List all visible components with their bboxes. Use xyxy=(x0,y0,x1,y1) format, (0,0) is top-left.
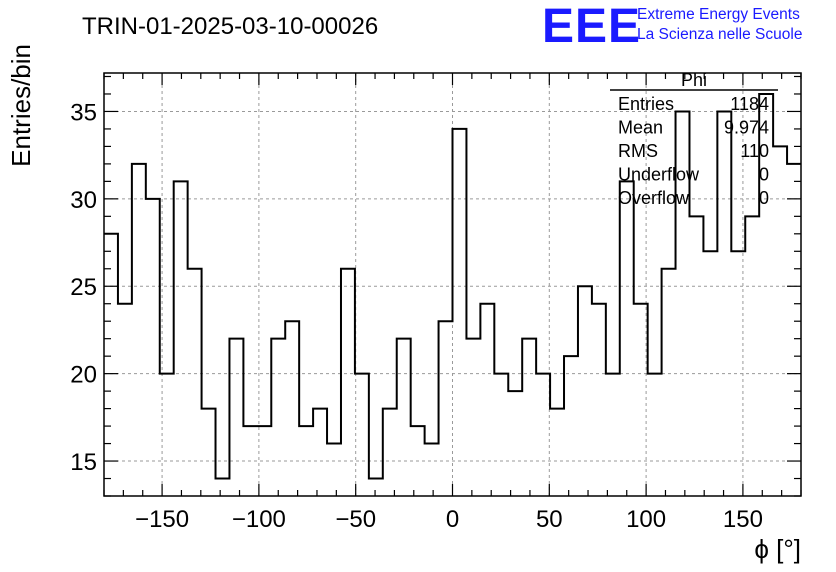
x-tick-label: −150 xyxy=(135,506,189,533)
stats-label: Mean xyxy=(618,118,663,138)
tick-labels: −150 −100 −50 0 50 100 150 15 20 25 30 35 xyxy=(70,99,763,533)
x-axis-label: ϕ [°] xyxy=(754,534,801,564)
stats-label: RMS xyxy=(618,141,658,161)
logo-line1: Extreme Energy Events xyxy=(637,6,800,23)
logo-line2: La Scienza nelle Scuole xyxy=(637,26,802,43)
stats-rows: Entries 1184 Mean 9.974 RMS 110 Underflow 0 Over… xyxy=(618,94,769,208)
y-tick-label: 30 xyxy=(70,187,97,214)
stats-value: 9.974 xyxy=(724,118,769,138)
x-tick-label: 0 xyxy=(446,506,459,533)
eee-logo: EEE xyxy=(542,0,641,53)
x-tick-label: 100 xyxy=(626,506,666,533)
stats-label: Overflow xyxy=(618,188,690,208)
y-axis-label: Entries/bin xyxy=(6,44,36,167)
histogram-outline xyxy=(104,92,801,480)
x-tick-label: −50 xyxy=(335,506,376,533)
x-tick-label: 50 xyxy=(536,506,563,533)
x-tick-label: −100 xyxy=(232,506,286,533)
y-tick-label: 20 xyxy=(70,362,97,389)
axis-ticks xyxy=(103,73,802,497)
x-tick-label: 150 xyxy=(723,506,763,533)
y-tick-label: 35 xyxy=(70,99,97,126)
y-tick-label: 15 xyxy=(70,449,97,476)
stats-value: 0 xyxy=(759,165,769,185)
run-title: TRIN-01-2025-03-10-00026 xyxy=(82,13,378,40)
stats-value: 110 xyxy=(740,141,769,161)
stats-box-name: Phi xyxy=(681,70,707,90)
stats-value: 1184 xyxy=(730,94,769,114)
stats-label: Entries xyxy=(618,94,674,114)
stats-box: Phi Entries 1184 Mean 9.974 RMS 110 Underflow 0… xyxy=(610,70,778,208)
stats-value: 0 xyxy=(759,188,769,208)
stats-label: Underflow xyxy=(618,165,700,185)
y-tick-label: 25 xyxy=(70,274,97,301)
